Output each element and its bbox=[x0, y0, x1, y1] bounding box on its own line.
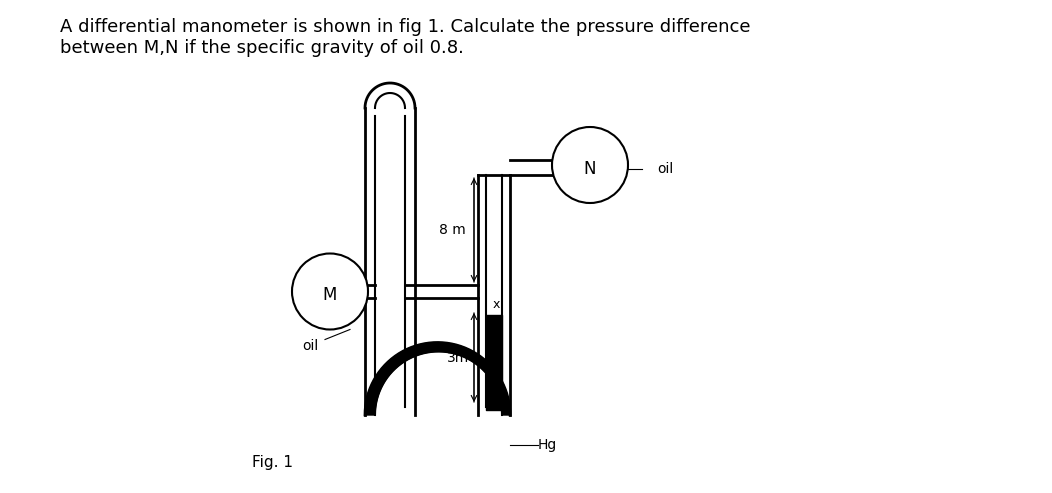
Text: oil: oil bbox=[656, 162, 673, 176]
Text: Fig. 1: Fig. 1 bbox=[251, 455, 292, 470]
Text: x: x bbox=[492, 298, 500, 312]
Text: oil: oil bbox=[302, 340, 318, 353]
Circle shape bbox=[552, 127, 628, 203]
Text: N: N bbox=[584, 160, 596, 178]
Text: 3m: 3m bbox=[447, 351, 469, 364]
Text: A differential manometer is shown in fig 1. Calculate the pressure difference
be: A differential manometer is shown in fig… bbox=[60, 18, 750, 57]
Text: Hg: Hg bbox=[538, 438, 558, 452]
Text: 8 m: 8 m bbox=[440, 223, 466, 237]
Text: M: M bbox=[323, 286, 338, 305]
Polygon shape bbox=[365, 343, 510, 415]
Circle shape bbox=[292, 253, 368, 329]
